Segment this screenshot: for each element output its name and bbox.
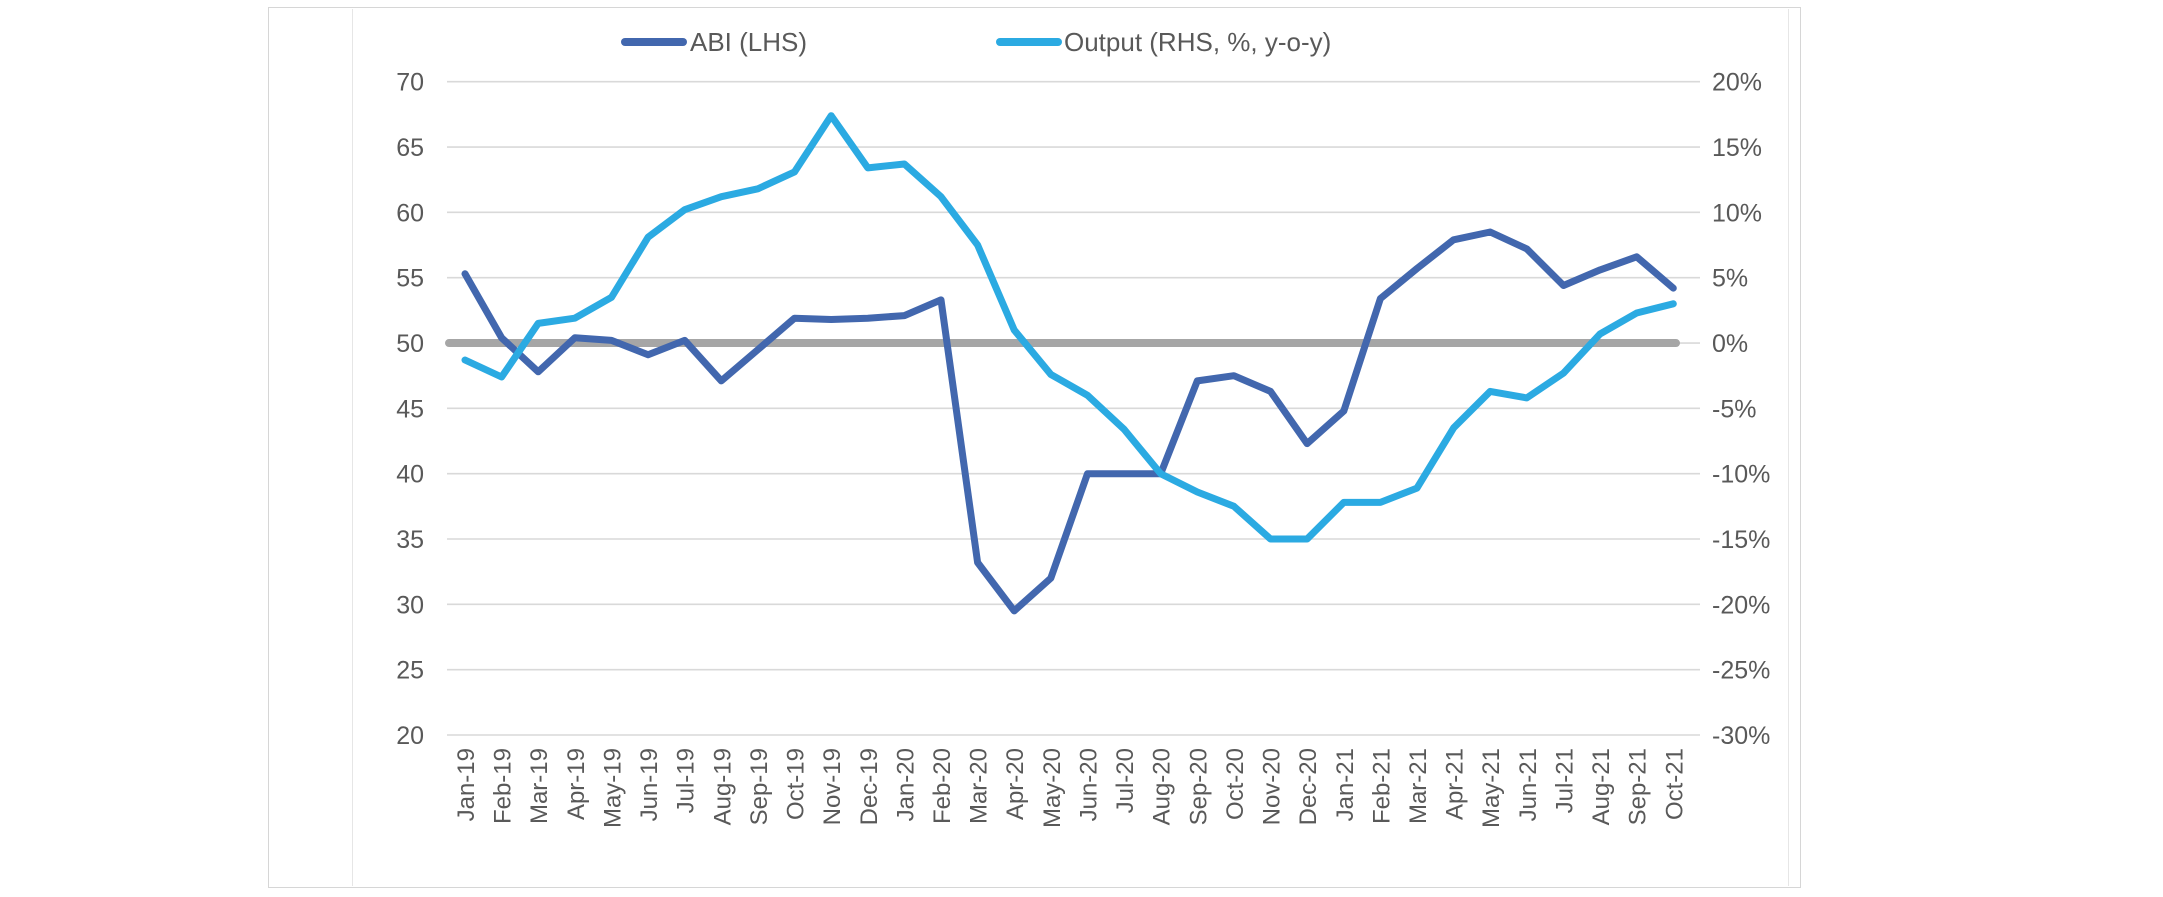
x-axis-month-label: Apr-21 <box>1442 748 1469 820</box>
y-left-tick-label: 45 <box>396 395 424 423</box>
y-left-tick-label: 35 <box>396 526 424 554</box>
x-axis-month-label: Oct-21 <box>1661 748 1688 820</box>
x-axis-month-label: Feb-19 <box>490 748 517 824</box>
y-left-tick-label: 55 <box>396 265 424 293</box>
x-axis-month-label: Mar-20 <box>966 748 993 824</box>
y-left-tick-label: 70 <box>396 69 424 97</box>
x-axis-month-label: Nov-19 <box>819 748 846 825</box>
x-axis-month-label: Jun-21 <box>1515 748 1542 821</box>
y-right-tick-label: -5% <box>1712 395 1756 423</box>
x-axis-month-label: Apr-20 <box>1002 748 1029 820</box>
y-right-tick-label: -20% <box>1712 591 1770 619</box>
x-axis-month-label: Jun-20 <box>1075 748 1102 821</box>
x-axis-month-label: Jul-19 <box>673 748 700 813</box>
y-left-tick-label: 65 <box>396 134 424 162</box>
x-axis-month-label: Aug-19 <box>709 748 736 825</box>
y-left-tick-label: 20 <box>396 722 424 750</box>
x-axis-month-label: Jan-21 <box>1332 748 1359 821</box>
y-right-tick-label: -15% <box>1712 526 1770 554</box>
y-right-tick-label: 10% <box>1712 199 1762 227</box>
y-left-tick-label: 50 <box>396 330 424 358</box>
x-axis-month-label: Oct-20 <box>1222 748 1249 820</box>
x-axis-month-label: Apr-19 <box>563 748 590 820</box>
legend-label: ABI (LHS) <box>690 27 807 57</box>
chart-area-border <box>352 9 1789 886</box>
y-left-tick-label: 40 <box>396 461 424 489</box>
y-left-tick-label: 30 <box>396 591 424 619</box>
x-axis-month-label: Aug-20 <box>1149 748 1176 825</box>
x-axis-month-label: Jun-19 <box>636 748 663 821</box>
x-axis-month-label: Sep-21 <box>1625 748 1652 825</box>
y-right-tick-label: -10% <box>1712 461 1770 489</box>
x-axis-month-label: May-21 <box>1478 748 1505 828</box>
output-line-series <box>461 112 1677 543</box>
x-axis-month-label: Dec-20 <box>1295 748 1322 825</box>
y-right-tick-label: 20% <box>1712 69 1762 97</box>
x-axis-month-label: Mar-21 <box>1405 748 1432 824</box>
x-axis-month-label: Sep-19 <box>746 748 773 825</box>
x-axis-month-label: Jul-21 <box>1551 748 1578 813</box>
x-axis-month-label: Jan-19 <box>453 748 480 821</box>
abi-line-series <box>461 228 1677 615</box>
x-axis-month-label: Feb-20 <box>929 748 956 824</box>
x-axis-month-label: May-19 <box>599 748 626 828</box>
x-axis-month-label: Feb-21 <box>1368 748 1395 824</box>
legend-label: Output (RHS, %, y-o-y) <box>1064 27 1331 57</box>
x-axis-month-label: Oct-19 <box>783 748 810 820</box>
y-right-tick-label: -30% <box>1712 722 1770 750</box>
chart-frame <box>268 7 1801 888</box>
x-axis-month-label: Jan-20 <box>892 748 919 821</box>
y-left-tick-label: 25 <box>396 657 424 685</box>
y-right-tick-label: 15% <box>1712 134 1762 162</box>
y-right-tick-label: 0% <box>1712 330 1748 358</box>
y-right-tick-label: 5% <box>1712 265 1748 293</box>
x-axis-month-label: Sep-20 <box>1185 748 1212 825</box>
y-left-tick-label: 60 <box>396 199 424 227</box>
x-axis-month-label: Mar-19 <box>526 748 553 824</box>
x-axis-month-label: Jul-20 <box>1112 748 1139 813</box>
x-axis-month-label: Aug-21 <box>1588 748 1615 825</box>
x-axis-month-label: May-20 <box>1039 748 1066 828</box>
x-axis-month-label: Nov-20 <box>1259 748 1286 825</box>
y-right-tick-label: -25% <box>1712 657 1770 685</box>
x-axis-month-label: Dec-19 <box>856 748 883 825</box>
